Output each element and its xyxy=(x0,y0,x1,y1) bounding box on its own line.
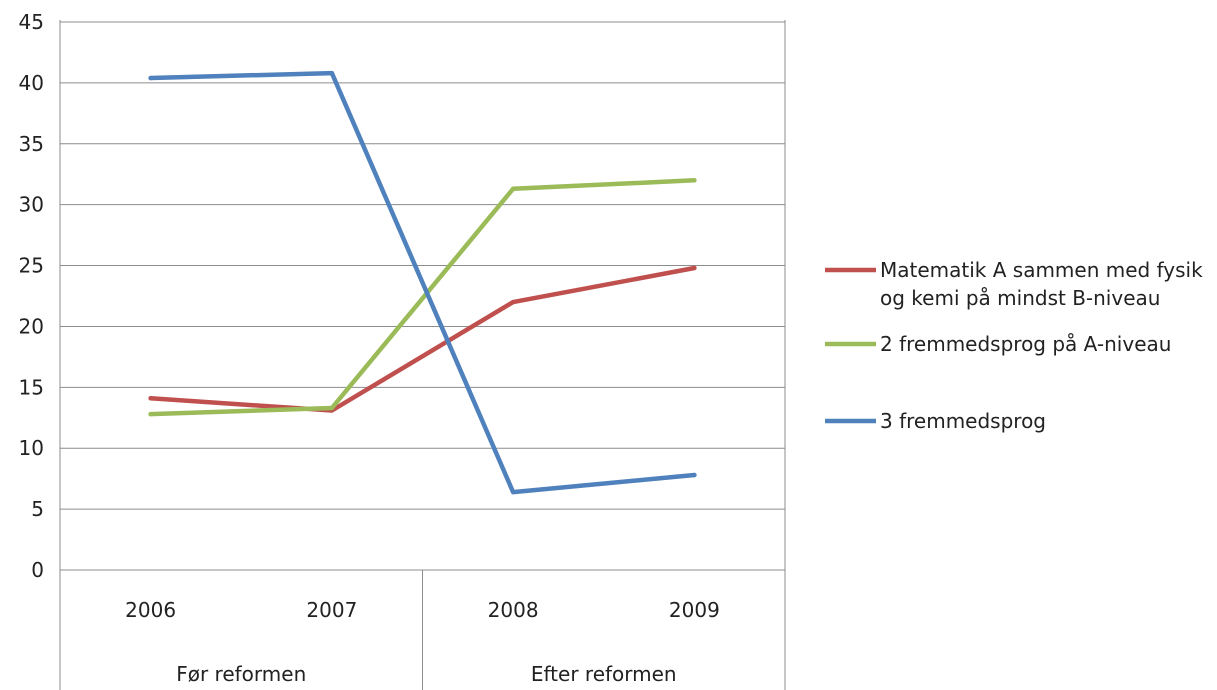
series-line xyxy=(148,178,697,417)
data-point xyxy=(148,396,153,401)
y-tick-label: 10 xyxy=(19,436,44,460)
legend: Matematik A sammen med fysik og kemi på m… xyxy=(825,258,1203,433)
gridlines xyxy=(60,21,785,510)
y-tick-label: 20 xyxy=(19,314,44,338)
x-tick-label: 2009 xyxy=(669,598,720,622)
y-tick-label: 15 xyxy=(19,375,44,399)
legend-label: 2 fremmedsprog på A-niveau xyxy=(880,332,1171,356)
x-tick-label: 2007 xyxy=(306,598,357,622)
x-group-label: Før reformen xyxy=(176,662,306,686)
legend-label: Matematik A sammen med fysik xyxy=(880,258,1203,282)
legend-label: 3 fremmedsprog xyxy=(880,409,1046,433)
y-tick-label: 40 xyxy=(19,71,44,95)
series-line xyxy=(148,265,697,413)
data-point xyxy=(510,186,516,192)
data-point xyxy=(510,489,516,495)
x-tick-label: 2008 xyxy=(488,598,539,622)
x-tick-label: 2006 xyxy=(125,598,176,622)
y-tick-label: 45 xyxy=(19,10,44,34)
data-point xyxy=(510,299,516,305)
x-axis-categories: 2006 2007 2008 2009 xyxy=(125,598,720,622)
data-point xyxy=(148,411,153,417)
data-point xyxy=(692,472,697,478)
x-group-label: Efter reformen xyxy=(531,662,677,686)
x-axis-groups: Før reformen Efter reformen xyxy=(176,662,676,686)
data-point xyxy=(692,178,697,183)
y-tick-label: 25 xyxy=(19,254,44,278)
y-axis-ticks: 0 5 10 15 20 25 30 35 40 45 xyxy=(19,10,44,582)
legend-label: og kemi på mindst B-niveau xyxy=(880,286,1160,310)
y-tick-label: 30 xyxy=(19,193,44,217)
y-tick-label: 0 xyxy=(31,558,44,582)
y-tick-label: 5 xyxy=(31,497,44,521)
data-point xyxy=(148,75,153,81)
data-point xyxy=(692,265,697,271)
axes xyxy=(59,20,786,690)
data-point xyxy=(329,405,335,411)
series-lines xyxy=(148,70,697,495)
data-point xyxy=(329,70,335,76)
series-line xyxy=(148,70,697,495)
y-tick-label: 35 xyxy=(19,132,44,156)
